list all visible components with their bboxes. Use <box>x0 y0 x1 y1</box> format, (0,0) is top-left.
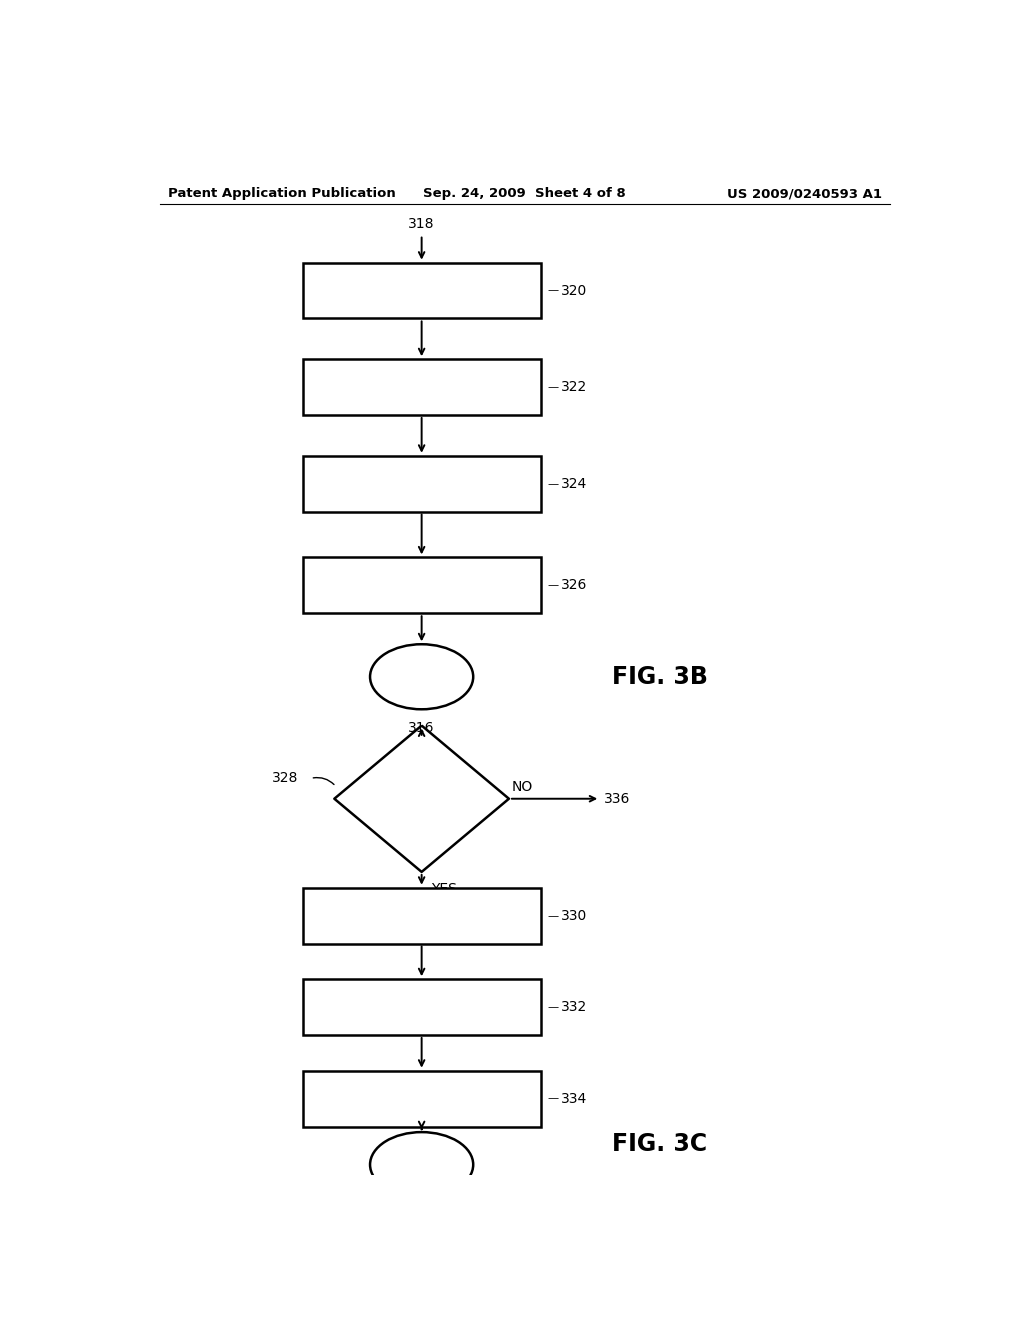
Text: 328: 328 <box>272 771 299 785</box>
FancyBboxPatch shape <box>303 887 541 944</box>
FancyBboxPatch shape <box>303 263 541 318</box>
Ellipse shape <box>370 644 473 709</box>
Text: —: — <box>547 911 558 920</box>
Text: 332: 332 <box>561 1001 588 1014</box>
Ellipse shape <box>370 1133 473 1197</box>
Text: —: — <box>547 479 558 488</box>
FancyBboxPatch shape <box>303 979 541 1035</box>
Text: —: — <box>547 381 558 392</box>
Text: 322: 322 <box>561 380 588 395</box>
FancyBboxPatch shape <box>303 455 541 512</box>
Text: —: — <box>547 1002 558 1012</box>
Text: YES: YES <box>431 882 457 896</box>
Text: 330: 330 <box>561 908 588 923</box>
Text: US 2009/0240593 A1: US 2009/0240593 A1 <box>727 187 882 201</box>
FancyBboxPatch shape <box>303 359 541 414</box>
Text: 320: 320 <box>561 284 588 297</box>
Text: 324: 324 <box>561 477 588 491</box>
Text: 316: 316 <box>409 721 435 735</box>
FancyBboxPatch shape <box>303 1071 541 1126</box>
FancyBboxPatch shape <box>303 557 541 614</box>
Text: FIG. 3C: FIG. 3C <box>612 1133 708 1156</box>
Text: 334: 334 <box>561 1092 588 1106</box>
Text: —: — <box>547 285 558 296</box>
Text: Patent Application Publication: Patent Application Publication <box>168 187 395 201</box>
Text: 336: 336 <box>604 792 631 805</box>
Text: FIG. 3B: FIG. 3B <box>611 665 708 689</box>
Text: Sep. 24, 2009  Sheet 4 of 8: Sep. 24, 2009 Sheet 4 of 8 <box>424 187 626 201</box>
Text: —: — <box>547 1093 558 1104</box>
Text: 318: 318 <box>409 218 435 231</box>
Text: 326: 326 <box>561 578 588 593</box>
Text: NO: NO <box>512 780 534 793</box>
Text: —: — <box>547 581 558 590</box>
